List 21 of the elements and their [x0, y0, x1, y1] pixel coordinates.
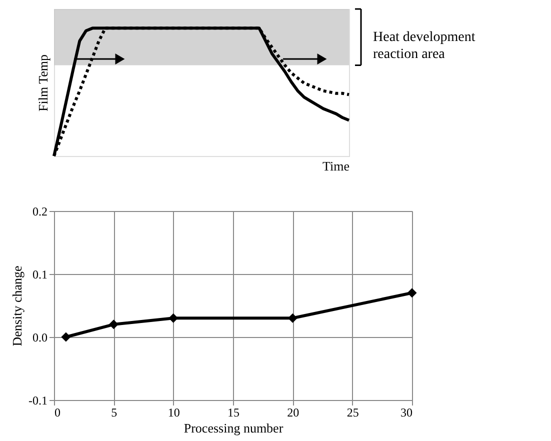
y-tick-label: -0.1 — [28, 394, 48, 408]
x-tick-label: 25 — [346, 406, 359, 420]
x-tick-label: 15 — [228, 406, 240, 420]
y-tick-label: 0.0 — [32, 330, 48, 344]
x-tick-label: 5 — [111, 406, 118, 420]
point — [288, 313, 298, 323]
x-axis-title: Processing number — [184, 420, 284, 436]
x-tick-label: 30 — [400, 406, 412, 420]
y-tick-label: 0.2 — [32, 204, 48, 218]
y-tick-label: 0.1 — [32, 268, 48, 282]
x-tick-label: 20 — [287, 406, 300, 420]
point — [168, 313, 178, 323]
x-axis-title: Time — [322, 158, 350, 174]
point — [407, 288, 417, 298]
point — [108, 320, 118, 330]
y-axis-title: Density change — [10, 266, 25, 346]
x-tick-label: 10 — [168, 406, 180, 420]
point — [61, 332, 71, 342]
x-tick-label: 0 — [54, 406, 60, 420]
band-label: Heat development reaction area — [373, 30, 476, 62]
y-axis-title: Film Temp — [36, 54, 50, 112]
